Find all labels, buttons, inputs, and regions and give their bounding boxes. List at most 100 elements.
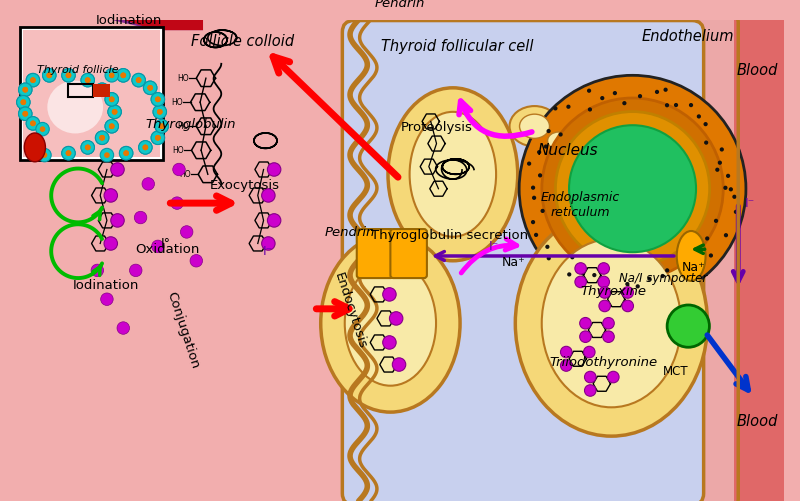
Circle shape [734, 210, 738, 214]
Circle shape [81, 141, 94, 154]
Circle shape [81, 74, 94, 87]
Circle shape [569, 125, 696, 252]
Bar [731, 20, 784, 501]
Circle shape [104, 189, 118, 202]
Text: Endothelium: Endothelium [642, 29, 734, 44]
Circle shape [267, 214, 281, 227]
Circle shape [602, 331, 614, 343]
Circle shape [390, 312, 403, 325]
Text: HO: HO [179, 170, 190, 179]
Circle shape [105, 120, 118, 133]
Circle shape [99, 135, 105, 141]
Circle shape [153, 105, 166, 119]
Circle shape [626, 282, 630, 286]
Circle shape [36, 122, 50, 136]
Circle shape [561, 346, 572, 358]
Text: HO: HO [171, 98, 183, 107]
Circle shape [143, 81, 157, 95]
Circle shape [30, 77, 36, 83]
Circle shape [26, 74, 40, 87]
Circle shape [21, 99, 26, 105]
Circle shape [155, 135, 161, 141]
Circle shape [599, 300, 610, 312]
Circle shape [119, 146, 133, 160]
Ellipse shape [677, 231, 706, 281]
Circle shape [105, 93, 118, 106]
Circle shape [665, 268, 670, 273]
Circle shape [85, 77, 90, 83]
Text: Follicle colloid: Follicle colloid [191, 34, 294, 49]
Ellipse shape [321, 234, 460, 412]
Circle shape [694, 255, 698, 260]
Circle shape [22, 111, 28, 117]
Circle shape [580, 318, 591, 329]
Circle shape [555, 112, 710, 266]
Text: Thyroglobulin secretion: Thyroglobulin secretion [371, 229, 529, 242]
Circle shape [104, 152, 110, 158]
Circle shape [42, 152, 47, 158]
Circle shape [110, 163, 124, 176]
Circle shape [724, 233, 728, 237]
Circle shape [109, 123, 114, 129]
Ellipse shape [515, 210, 707, 436]
Circle shape [117, 69, 130, 82]
Circle shape [112, 109, 118, 115]
Circle shape [109, 97, 114, 102]
Circle shape [392, 358, 406, 371]
Circle shape [561, 360, 572, 371]
Circle shape [682, 268, 687, 272]
Circle shape [100, 148, 114, 162]
Circle shape [110, 214, 124, 227]
Text: MCT: MCT [662, 366, 688, 378]
Circle shape [262, 237, 275, 250]
Circle shape [42, 69, 56, 82]
Circle shape [704, 140, 708, 145]
Circle shape [583, 346, 595, 358]
Circle shape [108, 105, 122, 119]
Circle shape [123, 150, 129, 156]
Circle shape [636, 284, 640, 289]
Text: Pendrin: Pendrin [375, 0, 425, 10]
Circle shape [587, 89, 591, 93]
Circle shape [570, 255, 574, 260]
Bar [688, 20, 734, 501]
Circle shape [262, 189, 275, 202]
Circle shape [18, 83, 32, 97]
Circle shape [101, 293, 113, 306]
Text: Thyroglobulin: Thyroglobulin [146, 118, 236, 131]
Circle shape [732, 195, 737, 199]
Circle shape [99, 87, 105, 93]
Text: Na/I symporter: Na/I symporter [618, 272, 707, 285]
Circle shape [108, 105, 122, 119]
Circle shape [81, 141, 94, 154]
Text: I°: I° [161, 237, 170, 250]
Circle shape [62, 69, 75, 82]
Circle shape [119, 146, 133, 160]
Text: Iodination: Iodination [96, 14, 162, 27]
Circle shape [598, 276, 610, 288]
Circle shape [723, 186, 727, 190]
Ellipse shape [562, 140, 588, 161]
Circle shape [622, 101, 626, 105]
Circle shape [91, 264, 103, 277]
Text: Oxidation: Oxidation [136, 243, 200, 256]
Circle shape [622, 287, 634, 298]
Circle shape [26, 74, 40, 87]
Circle shape [542, 98, 723, 280]
Circle shape [26, 117, 40, 130]
Circle shape [661, 274, 665, 278]
Circle shape [554, 106, 558, 111]
Circle shape [151, 131, 165, 144]
Circle shape [538, 173, 542, 177]
Circle shape [62, 146, 75, 160]
Circle shape [546, 256, 551, 261]
Circle shape [132, 74, 146, 87]
Circle shape [117, 322, 130, 334]
Circle shape [136, 77, 142, 83]
Circle shape [132, 74, 146, 87]
Circle shape [598, 263, 610, 274]
Polygon shape [98, 6, 203, 30]
Circle shape [655, 90, 659, 94]
Circle shape [30, 77, 36, 83]
Circle shape [588, 107, 592, 112]
